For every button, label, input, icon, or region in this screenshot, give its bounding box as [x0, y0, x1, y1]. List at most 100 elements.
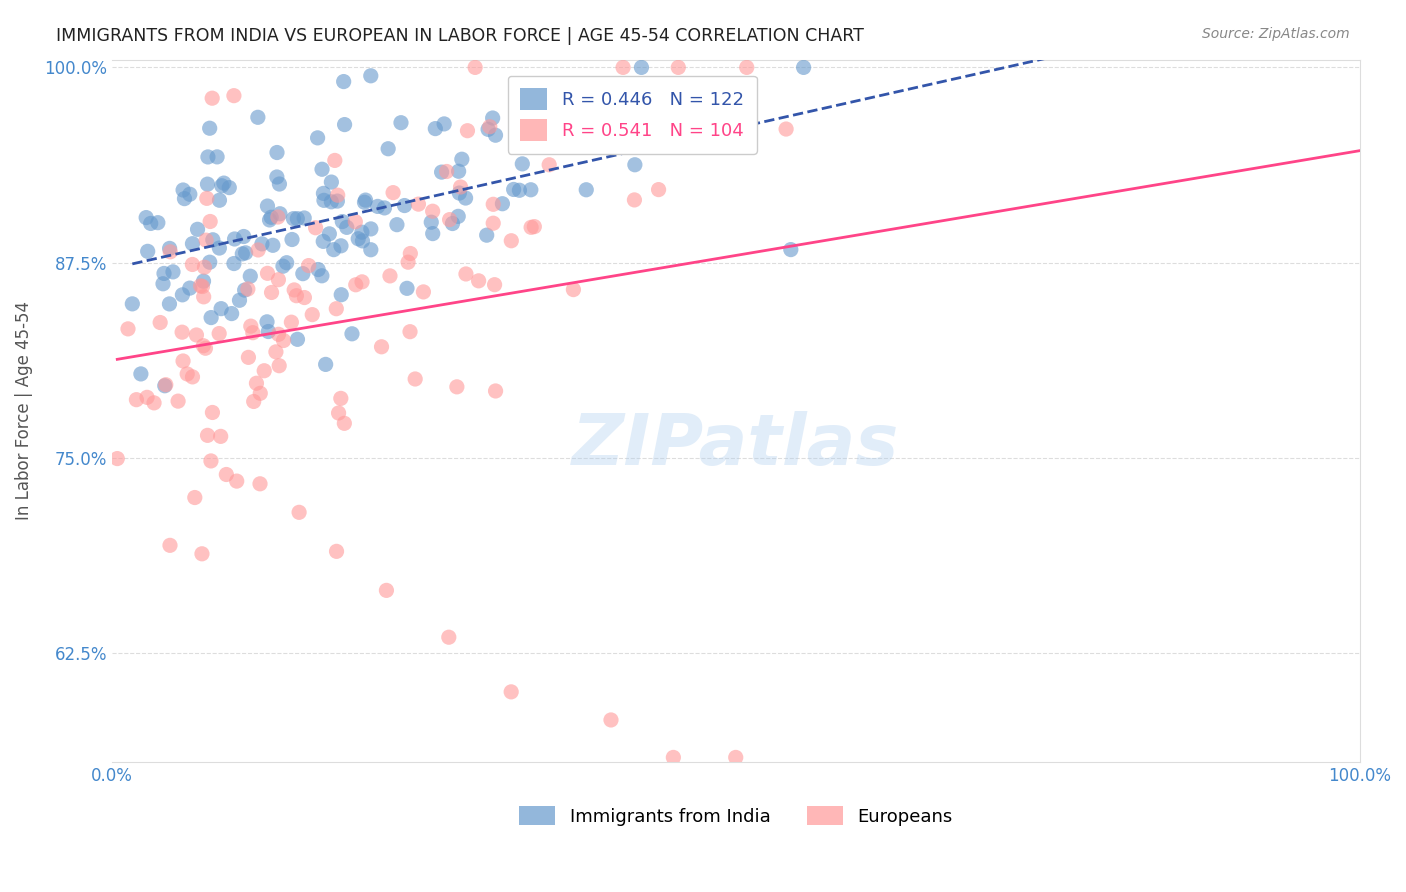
Europeans	[238, 351, 260, 365]
Immigrants from India	[422, 227, 444, 241]
Immigrants from India	[330, 287, 353, 301]
Europeans	[136, 390, 159, 404]
Immigrants from India	[420, 215, 443, 229]
Immigrants from India	[311, 268, 333, 283]
Immigrants from India	[208, 193, 231, 207]
Immigrants from India	[200, 310, 222, 325]
Europeans	[193, 260, 215, 275]
Immigrants from India	[201, 233, 224, 247]
Europeans	[375, 583, 398, 598]
Europeans	[399, 325, 422, 339]
Immigrants from India	[121, 297, 143, 311]
Immigrants from India	[326, 194, 349, 208]
Europeans	[155, 377, 177, 392]
Europeans	[149, 316, 172, 330]
Immigrants from India	[250, 236, 273, 251]
Europeans	[194, 341, 217, 355]
Immigrants from India	[352, 234, 374, 248]
Europeans	[437, 630, 460, 644]
Europeans	[666, 61, 689, 75]
Immigrants from India	[197, 150, 219, 164]
Europeans	[260, 285, 283, 300]
Immigrants from India	[360, 69, 382, 83]
Immigrants from India	[218, 180, 240, 194]
Immigrants from India	[377, 142, 399, 156]
Y-axis label: In Labor Force | Age 45-54: In Labor Force | Age 45-54	[15, 301, 32, 520]
Europeans	[191, 547, 214, 561]
Europeans	[181, 258, 204, 272]
Europeans	[329, 392, 352, 406]
Text: ZIPatlas: ZIPatlas	[572, 411, 900, 481]
Europeans	[404, 372, 426, 386]
Europeans	[225, 474, 247, 488]
Europeans	[775, 122, 797, 136]
Europeans	[186, 328, 208, 343]
Immigrants from India	[224, 232, 246, 246]
Immigrants from India	[153, 267, 176, 281]
Immigrants from India	[449, 186, 471, 200]
Immigrants from India	[162, 265, 184, 279]
Immigrants from India	[425, 121, 447, 136]
Europeans	[454, 267, 477, 281]
Europeans	[167, 394, 190, 409]
Immigrants from India	[129, 367, 152, 381]
Immigrants from India	[430, 165, 453, 179]
Immigrants from India	[575, 183, 598, 197]
Europeans	[298, 259, 321, 273]
Immigrants from India	[321, 175, 343, 189]
Europeans	[267, 273, 290, 287]
Europeans	[422, 204, 444, 219]
Europeans	[267, 327, 290, 342]
Europeans	[612, 61, 634, 75]
Immigrants from India	[350, 225, 373, 239]
Immigrants from India	[354, 193, 377, 207]
Immigrants from India	[197, 177, 219, 191]
Immigrants from India	[330, 214, 353, 228]
Immigrants from India	[520, 183, 543, 197]
Europeans	[501, 685, 523, 699]
Immigrants from India	[283, 211, 305, 226]
Immigrants from India	[318, 227, 340, 241]
Europeans	[176, 367, 198, 381]
Europeans	[267, 210, 290, 224]
Immigrants from India	[205, 150, 228, 164]
Immigrants from India	[186, 222, 208, 236]
Europeans	[198, 214, 221, 228]
Immigrants from India	[322, 243, 344, 257]
Immigrants from India	[231, 247, 253, 261]
Europeans	[538, 158, 561, 172]
Immigrants from India	[198, 255, 221, 269]
Europeans	[193, 290, 215, 304]
Immigrants from India	[624, 158, 647, 172]
Europeans	[264, 344, 287, 359]
Europeans	[236, 282, 259, 296]
Immigrants from India	[257, 325, 280, 339]
Immigrants from India	[209, 301, 232, 316]
Europeans	[249, 386, 271, 401]
Europeans	[283, 283, 305, 297]
Europeans	[408, 197, 430, 211]
Europeans	[436, 164, 458, 178]
Immigrants from India	[193, 274, 215, 288]
Immigrants from India	[779, 243, 801, 257]
Immigrants from India	[353, 195, 375, 210]
Text: IMMIGRANTS FROM INDIA VS EUROPEAN IN LABOR FORCE | AGE 45-54 CORRELATION CHART: IMMIGRANTS FROM INDIA VS EUROPEAN IN LAB…	[56, 27, 865, 45]
Europeans	[285, 289, 308, 303]
Immigrants from India	[292, 211, 315, 225]
Europeans	[562, 283, 585, 297]
Europeans	[253, 364, 276, 378]
Text: Source: ZipAtlas.com: Source: ZipAtlas.com	[1202, 27, 1350, 41]
Europeans	[215, 467, 238, 482]
Immigrants from India	[152, 277, 174, 291]
Immigrants from India	[330, 239, 353, 253]
Immigrants from India	[484, 128, 506, 143]
Immigrants from India	[373, 201, 395, 215]
Immigrants from India	[447, 210, 470, 224]
Immigrants from India	[269, 207, 291, 221]
Immigrants from India	[340, 326, 363, 341]
Immigrants from India	[172, 183, 194, 197]
Immigrants from India	[454, 191, 477, 205]
Europeans	[280, 315, 302, 329]
Europeans	[159, 244, 181, 259]
Immigrants from India	[136, 244, 159, 259]
